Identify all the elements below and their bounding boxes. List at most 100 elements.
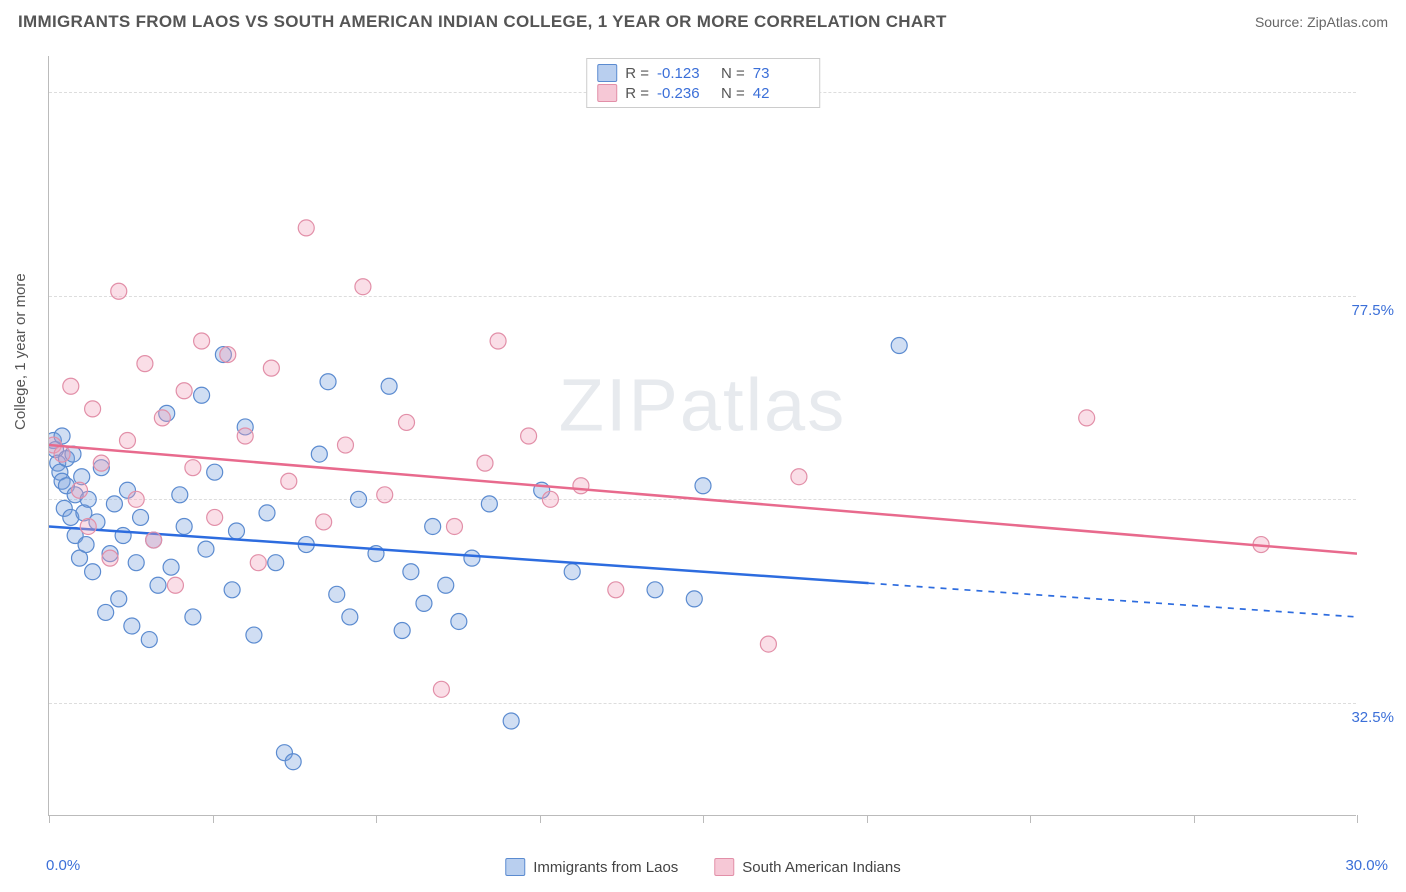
data-point [115,528,131,544]
data-point [198,541,214,557]
legend-swatch [505,858,525,876]
data-point [163,559,179,575]
data-point [377,487,393,503]
data-point [1079,410,1095,426]
data-point [246,627,262,643]
legend-r-label: R = [625,65,649,82]
x-axis-min-label: 0.0% [46,857,80,874]
legend-stat-row: R =-0.123N =73 [597,63,809,83]
x-tick [1194,815,1195,823]
data-point [521,428,537,444]
legend-item: South American Indians [714,858,900,876]
x-tick [1030,815,1031,823]
x-tick [376,815,377,823]
data-point [111,591,127,607]
y-axis-tick-label: 32.5% [1351,709,1394,726]
data-point [102,550,118,566]
legend-n-label: N = [721,65,745,82]
data-point [137,356,153,372]
data-point [355,279,371,295]
data-point [329,586,345,602]
x-tick [703,815,704,823]
x-tick [540,815,541,823]
data-point [425,518,441,534]
data-point [394,623,410,639]
data-point [342,609,358,625]
data-point [695,478,711,494]
legend-n-value: 73 [753,65,809,82]
data-point [176,383,192,399]
y-axis-tick-label: 77.5% [1351,302,1394,319]
data-point [438,577,454,593]
data-point [281,473,297,489]
legend-item-label: Immigrants from Laos [533,859,678,876]
data-point [141,632,157,648]
legend-r-value: -0.236 [657,85,713,102]
data-point [760,636,776,652]
data-point [477,455,493,471]
data-point [433,681,449,697]
data-point [124,618,140,634]
data-point [320,374,336,390]
data-point [176,518,192,534]
data-point [194,333,210,349]
data-point [263,360,279,376]
data-point [154,410,170,426]
data-point [564,564,580,580]
data-point [381,378,397,394]
data-point [185,609,201,625]
data-point [63,378,79,394]
legend-swatch [597,64,617,82]
data-point [93,455,109,471]
data-point [351,491,367,507]
data-point [167,577,183,593]
data-point [237,428,253,444]
legend-n-label: N = [721,85,745,102]
data-point [80,518,96,534]
data-point [106,496,122,512]
data-point [250,555,266,571]
data-point [85,401,101,417]
data-point [446,518,462,534]
data-point [399,414,415,430]
source-label: Source: ZipAtlas.com [1255,14,1388,30]
chart-area: ZIPatlas [48,56,1356,816]
x-axis-max-label: 30.0% [1345,857,1388,874]
legend-swatch [597,84,617,102]
data-point [146,532,162,548]
data-point [128,491,144,507]
trend-line [49,445,1357,554]
data-point [54,446,70,462]
scatter-plot-svg [49,56,1357,816]
data-point [111,283,127,299]
data-point [791,469,807,485]
data-point [133,509,149,525]
correlation-legend: R =-0.123N =73R =-0.236N =42 [586,58,820,108]
data-point [490,333,506,349]
data-point [207,464,223,480]
legend-n-value: 42 [753,85,809,102]
legend-item-label: South American Indians [742,859,900,876]
data-point [686,591,702,607]
data-point [119,433,135,449]
series-legend: Immigrants from Laos South American India… [505,858,900,876]
chart-title: IMMIGRANTS FROM LAOS VS SOUTH AMERICAN I… [18,12,947,32]
data-point [285,754,301,770]
x-tick [867,815,868,823]
data-point [78,537,94,553]
trend-line-extrapolation [869,583,1357,617]
data-point [891,338,907,354]
data-point [542,491,558,507]
header: IMMIGRANTS FROM LAOS VS SOUTH AMERICAN I… [0,0,1406,40]
data-point [403,564,419,580]
data-point [311,446,327,462]
data-point [451,613,467,629]
legend-stat-row: R =-0.236N =42 [597,83,809,103]
data-point [98,604,114,620]
y-axis-label: College, 1 year or more [12,273,29,430]
data-point [220,347,236,363]
data-point [316,514,332,530]
data-point [128,555,144,571]
data-point [224,582,240,598]
data-point [503,713,519,729]
